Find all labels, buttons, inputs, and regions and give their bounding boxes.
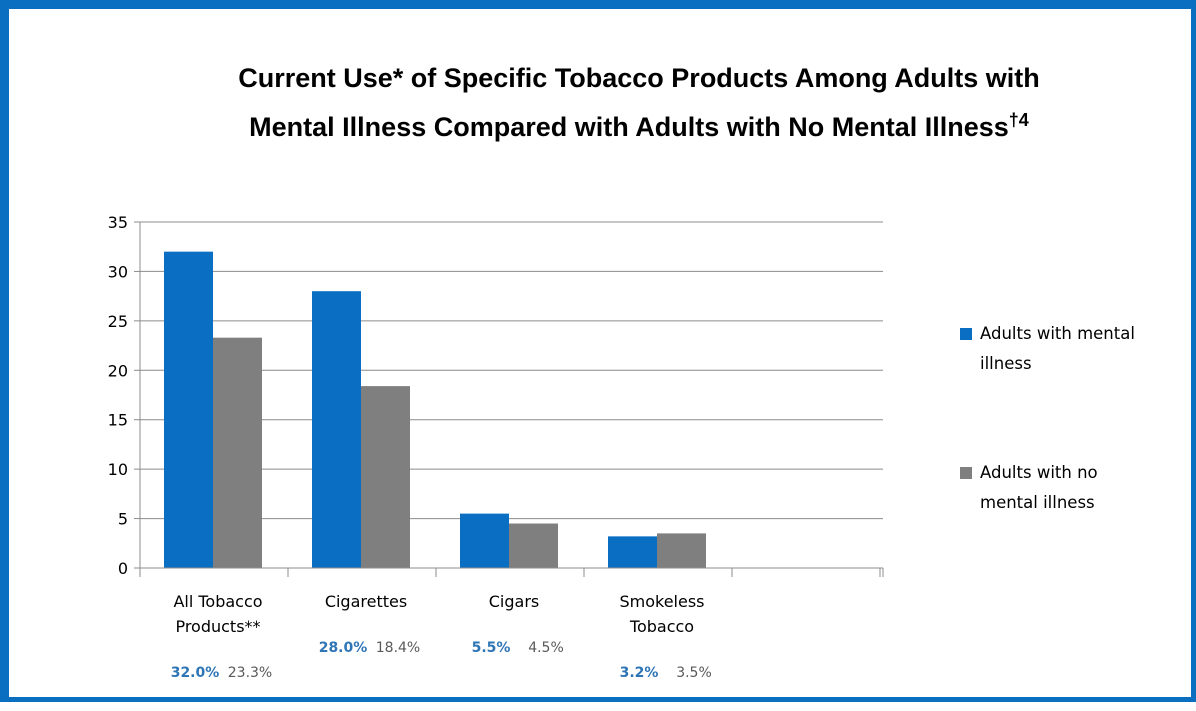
bar-no-mental-illness <box>213 337 262 568</box>
data-label-mental-illness: 28.0% <box>319 640 368 656</box>
y-tick-label: 25 <box>108 312 128 331</box>
y-tick-label: 35 <box>108 213 128 232</box>
chart-title: Current Use* of Specific Tobacco Product… <box>238 63 1040 142</box>
data-label-no-mental-illness: 23.3% <box>228 665 272 681</box>
category-label: Products** <box>175 617 260 636</box>
data-labels: 32.0% 23.3% 28.0% 18.4% 5.5% 4.5% 3.2% 3.5% <box>171 640 712 681</box>
chart-title-line-1: Current Use* of Specific Tobacco Product… <box>238 63 1040 93</box>
y-tick-label: 30 <box>108 262 128 281</box>
bar-mental-illness <box>164 251 213 568</box>
bar-no-mental-illness <box>509 523 558 568</box>
legend: Adults with mental illness Adults with no m… <box>960 324 1135 512</box>
category-label: All Tobacco <box>173 592 262 611</box>
bar-no-mental-illness <box>657 533 706 568</box>
y-tick-label: 5 <box>118 510 128 529</box>
bar-mental-illness <box>460 513 509 568</box>
category-labels: All Tobacco Products** Cigarettes Cigars Smo… <box>173 592 704 636</box>
category-label: Tobacco <box>629 617 694 636</box>
category-label: Smokeless <box>619 592 704 611</box>
chart-title-line-2-text: Mental Illness Compared with Adults with… <box>249 112 1009 142</box>
data-label-mental-illness: 3.2% <box>620 665 659 681</box>
legend-label: Adults with no <box>980 463 1098 482</box>
y-tick-label: 20 <box>108 361 128 380</box>
data-label-no-mental-illness: 4.5% <box>528 640 564 656</box>
chart-title-superscript: †4 <box>1009 110 1029 130</box>
grid-lines <box>140 221 883 520</box>
legend-swatch <box>960 467 972 479</box>
y-tick-label: 15 <box>108 411 128 430</box>
bars <box>164 251 706 568</box>
legend-label: mental illness <box>980 493 1095 512</box>
data-label-mental-illness: 32.0% <box>171 665 220 681</box>
bar-chart: Current Use* of Specific Tobacco Product… <box>108 63 1135 681</box>
data-label-no-mental-illness: 3.5% <box>676 665 712 681</box>
y-tick-label: 10 <box>108 460 128 479</box>
legend-label: Adults with mental <box>980 324 1135 343</box>
data-label-mental-illness: 5.5% <box>472 640 511 656</box>
y-tick-label: 0 <box>118 559 128 578</box>
legend-label: illness <box>980 354 1032 373</box>
legend-swatch <box>960 328 972 340</box>
bar-mental-illness <box>312 291 361 568</box>
chart-title-line-2: Mental Illness Compared with Adults with… <box>249 110 1029 142</box>
data-label-no-mental-illness: 18.4% <box>376 640 420 656</box>
bar-mental-illness <box>608 536 657 568</box>
bar-no-mental-illness <box>361 386 410 568</box>
category-label: Cigarettes <box>325 592 407 611</box>
category-label: Cigars <box>489 592 540 611</box>
axes <box>134 221 884 577</box>
y-axis-tick-labels: 0 5 10 15 20 25 30 35 <box>108 213 128 578</box>
